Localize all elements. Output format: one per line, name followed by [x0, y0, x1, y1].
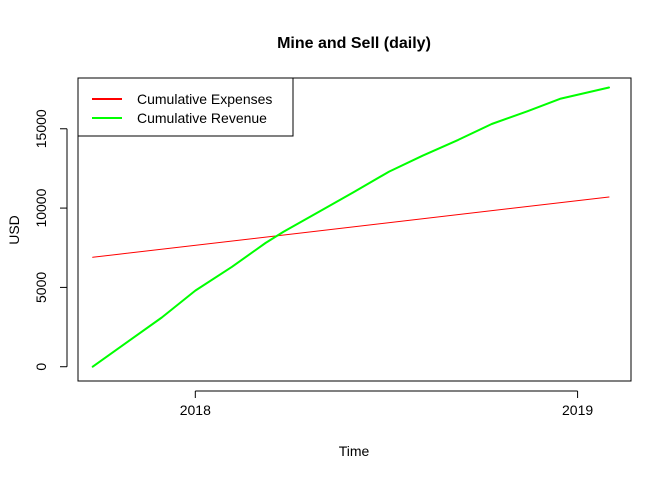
- y-tick-label-10000: 10000: [33, 188, 49, 227]
- y-tick-label-15000: 15000: [33, 109, 49, 148]
- chart-title: Mine and Sell (daily): [277, 35, 431, 52]
- series-layer: [91, 86, 610, 368]
- y-tick-label-0: 0: [33, 363, 49, 371]
- legend-label-revenue: Cumulative Revenue: [137, 110, 267, 126]
- plot-frame: [77, 77, 632, 382]
- x-tick-label-2019: 2019: [562, 402, 593, 418]
- x-tick-label-2018: 2018: [180, 402, 211, 418]
- legend: Cumulative Expenses Cumulative Revenue: [77, 77, 294, 137]
- y-axis-label: USD: [6, 215, 22, 245]
- y-axis: 0 5000 10000 15000: [33, 109, 68, 371]
- legend-label-expenses: Cumulative Expenses: [137, 91, 272, 107]
- legend-box: [77, 77, 294, 137]
- x-axis-label: Time: [339, 443, 370, 459]
- series-line-0: [92, 196, 610, 258]
- series-line-1: [91, 86, 610, 368]
- x-axis: 2018 2019: [180, 390, 593, 418]
- y-tick-label-5000: 5000: [33, 272, 49, 303]
